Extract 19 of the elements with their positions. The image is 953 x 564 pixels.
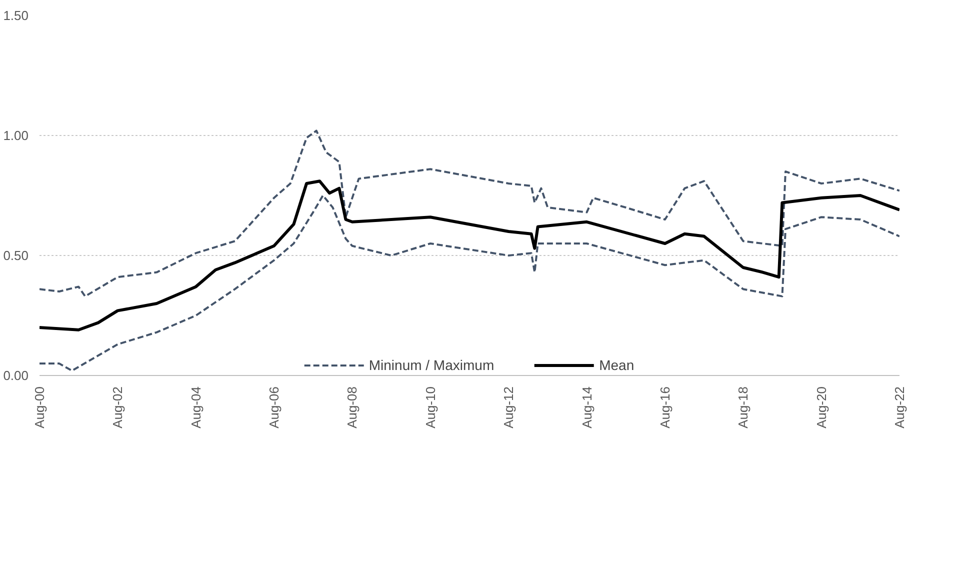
x-tick-label: Aug-22 <box>892 386 907 428</box>
x-tick-label: Aug-08 <box>344 386 360 428</box>
x-tick-label: Aug-10 <box>422 386 438 428</box>
x-tick-label: Aug-16 <box>657 386 672 428</box>
legend-label: Mean <box>599 357 634 373</box>
y-tick-label: 1.00 <box>3 128 29 143</box>
x-tick-label: Aug-04 <box>188 386 204 428</box>
x-tick-label: Aug-12 <box>501 386 516 428</box>
x-tick-label: Aug-20 <box>814 386 829 428</box>
x-tick-label: Aug-18 <box>736 386 751 428</box>
line-series <box>40 180 900 332</box>
x-tick-label: Aug-06 <box>266 386 282 428</box>
legend-label: Mininum / Maximum <box>368 357 494 373</box>
y-tick-label: 0.50 <box>3 248 29 263</box>
x-tick-label: Aug-14 <box>579 386 594 428</box>
y-tick-label: 0.00 <box>3 368 29 383</box>
y-tick-label: 1.50 <box>3 8 29 23</box>
x-tick-label: Aug-00 <box>32 386 47 428</box>
x-tick-label: Aug-02 <box>110 386 126 428</box>
